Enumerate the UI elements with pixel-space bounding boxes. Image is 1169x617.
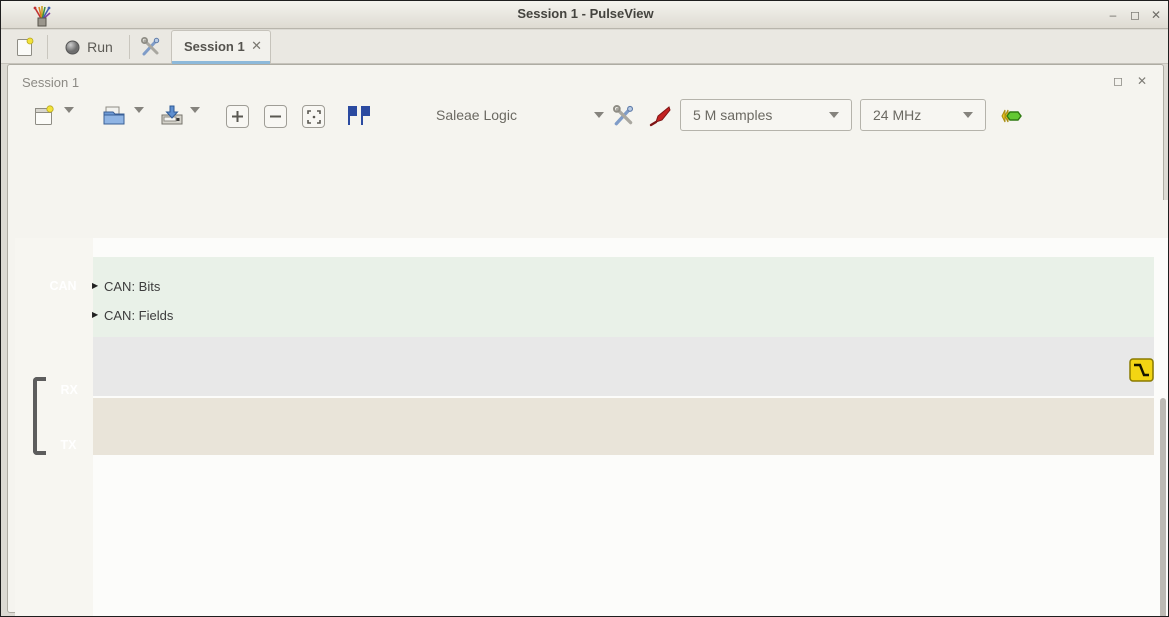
zoom-fit-button[interactable] [302,105,325,128]
subwindow-close-button[interactable]: ✕ [1136,74,1147,88]
settings-button[interactable] [135,32,167,62]
decoder-rows-background [93,257,1154,341]
decoder-icon [1001,109,1022,123]
tag-label: TX [60,438,77,452]
run-state-icon [65,40,80,54]
wrench-screwdriver-icon [141,37,160,56]
toolbar-separator [129,35,130,59]
tab-active-accent [172,61,270,64]
new-session-icon [17,37,34,56]
new-view-icon [35,105,54,125]
wrench-screwdriver-icon [613,105,634,126]
decoder-row-label[interactable]: CAN: Bits [104,279,161,294]
minus-icon [270,115,281,118]
session-subwindow: Session 1 ◻ ✕ [7,64,1168,616]
chevron-down-icon [829,112,839,118]
run-button[interactable]: Run [53,32,125,62]
maximize-button[interactable]: ◻ [1130,8,1140,22]
minimize-button[interactable]: – [1109,8,1117,22]
subwindow-maximize-button[interactable]: ◻ [1113,74,1123,88]
tab-close-icon[interactable]: ✕ [251,38,262,53]
can-decoder-tag[interactable]: CAN [41,275,85,297]
trace-header-column [15,238,93,616]
close-button[interactable]: ✕ [1150,8,1162,22]
expand-arrow-icon[interactable]: ▶ [92,281,99,290]
zoom-out-button[interactable] [264,105,287,128]
tx-channel-tag[interactable]: TX [52,434,92,456]
trace-canvas [15,200,1169,617]
vertical-scrollbar-thumb[interactable] [1160,398,1166,616]
cursors-flags-icon [348,106,370,125]
sample-rate-value: 24 MHz [873,107,922,123]
sample-rate-select[interactable]: 24 MHz [860,99,986,131]
chevron-down-icon [594,112,604,118]
fit-view-icon [306,109,321,124]
app-logo-icon [33,6,51,27]
sample-count-select[interactable]: 5 M samples [680,99,852,131]
window-title: Session 1 - PulseView [517,6,654,21]
new-view-dropdown[interactable] [64,107,74,131]
sample-count-value: 5 M samples [693,107,773,123]
add-decoder-button[interactable] [998,101,1026,131]
device-select[interactable]: Saleae Logic [436,99,604,131]
expand-arrow-icon[interactable]: ▶ [92,310,99,319]
save-dropdown[interactable] [190,107,200,131]
trigger-marker-falling-edge[interactable] [1129,358,1154,382]
plus-icon [232,111,243,122]
save-icon [161,105,183,125]
rx-row-background [93,337,1154,396]
chevron-down-icon [190,107,200,130]
session-tab[interactable]: Session 1 ✕ [171,30,271,64]
zoom-in-button[interactable] [226,105,249,128]
run-button-label: Run [87,39,113,55]
decoder-row-label[interactable]: CAN: Fields [104,308,174,323]
trace-view: ▶ ▶ CAN: Bits CAN: Fields CAN RX TX [15,200,1169,617]
show-cursors-button[interactable] [344,101,372,131]
chevron-down-icon [64,107,74,130]
chevron-down-icon [963,112,973,118]
channels-button[interactable] [646,101,674,131]
open-button[interactable] [100,101,128,131]
device-select-value: Saleae Logic [436,107,517,123]
chevron-down-icon [134,107,144,130]
session-tab-label: Session 1 [184,39,245,54]
time-ruler[interactable] [15,200,1168,238]
new-session-button[interactable] [9,32,41,62]
open-folder-icon [103,106,125,125]
tag-label: CAN [49,279,77,293]
rx-channel-tag[interactable]: RX [52,379,92,401]
save-button[interactable] [158,101,186,131]
open-dropdown[interactable] [134,107,144,131]
channel-group-bracket[interactable] [33,377,46,455]
toolbar-separator [47,35,48,59]
title-bar[interactable]: Session 1 - PulseView – ◻ ✕ [1,1,1168,29]
subwindow-title: Session 1 [22,75,80,90]
tag-label: RX [60,383,78,397]
falling-edge-icon [1134,363,1149,377]
new-view-button[interactable] [30,101,58,131]
probe-icon [649,106,671,127]
main-toolbar: Run Session 1 ✕ [1,30,1168,64]
tx-row-background [93,398,1154,455]
device-config-button[interactable] [610,101,638,131]
